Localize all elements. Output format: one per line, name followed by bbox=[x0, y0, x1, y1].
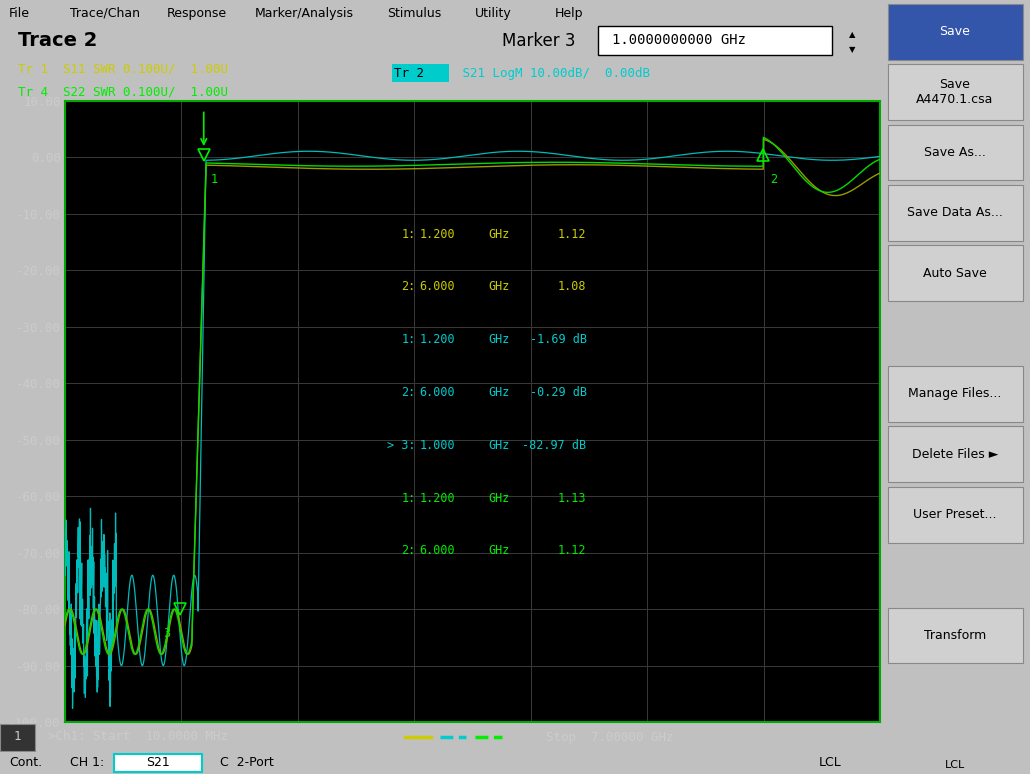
Text: Transform: Transform bbox=[924, 629, 986, 642]
Text: Tr 4  S22 SWR 0.100U/  1.00U: Tr 4 S22 SWR 0.100U/ 1.00U bbox=[18, 85, 228, 98]
Text: GHz: GHz bbox=[489, 280, 510, 293]
Bar bbox=[888, 487, 1023, 543]
Text: 1:: 1: bbox=[402, 228, 415, 241]
Text: C  2-Port: C 2-Port bbox=[220, 756, 274, 769]
Text: 1: 1 bbox=[13, 731, 22, 744]
Text: Tr 1  S11 SWR 0.100U/  1.00U: Tr 1 S11 SWR 0.100U/ 1.00U bbox=[18, 63, 228, 76]
Bar bbox=[888, 185, 1023, 241]
Text: User Preset...: User Preset... bbox=[914, 509, 997, 521]
Text: 1.200: 1.200 bbox=[419, 228, 455, 241]
Text: 1.08: 1.08 bbox=[558, 280, 587, 293]
Text: 6.000: 6.000 bbox=[419, 386, 455, 399]
Text: Save
A4470.1.csa: Save A4470.1.csa bbox=[917, 78, 994, 106]
FancyBboxPatch shape bbox=[598, 26, 831, 55]
Text: 1.200: 1.200 bbox=[419, 491, 455, 505]
Text: ▲: ▲ bbox=[849, 30, 856, 39]
Bar bbox=[888, 245, 1023, 301]
Text: 1.12: 1.12 bbox=[558, 544, 587, 557]
Text: GHz: GHz bbox=[489, 386, 510, 399]
Text: S21 LogM 10.00dB/  0.00dB: S21 LogM 10.00dB/ 0.00dB bbox=[455, 67, 650, 80]
Text: -0.29 dB: -0.29 dB bbox=[529, 386, 587, 399]
Text: 6.000: 6.000 bbox=[419, 280, 455, 293]
Text: Marker/Analysis: Marker/Analysis bbox=[255, 7, 354, 19]
Text: 6.000: 6.000 bbox=[419, 544, 455, 557]
Bar bbox=[391, 64, 449, 82]
Text: Tr 2: Tr 2 bbox=[394, 67, 424, 80]
Text: 1.13: 1.13 bbox=[558, 491, 587, 505]
Text: 1:: 1: bbox=[402, 491, 415, 505]
Text: 1.200: 1.200 bbox=[419, 333, 455, 346]
Text: 1.12: 1.12 bbox=[558, 228, 587, 241]
Text: S21: S21 bbox=[146, 756, 170, 769]
Text: Manage Files...: Manage Files... bbox=[908, 388, 1002, 400]
Text: 1: 1 bbox=[211, 173, 218, 186]
Text: Response: Response bbox=[167, 7, 228, 19]
Text: Save Data As...: Save Data As... bbox=[907, 207, 1003, 219]
Text: 1:: 1: bbox=[402, 333, 415, 346]
Text: Utility: Utility bbox=[475, 7, 512, 19]
Text: Cont.: Cont. bbox=[9, 756, 42, 769]
Text: -82.97 dB: -82.97 dB bbox=[522, 439, 587, 452]
Text: CH 1:: CH 1: bbox=[70, 756, 105, 769]
Text: Trace/Chan: Trace/Chan bbox=[70, 7, 140, 19]
Text: -1.69 dB: -1.69 dB bbox=[529, 333, 587, 346]
Text: > 3:: > 3: bbox=[387, 439, 415, 452]
Bar bbox=[888, 366, 1023, 422]
Bar bbox=[888, 4, 1023, 60]
Text: Save As...: Save As... bbox=[924, 146, 986, 159]
Bar bbox=[0, 724, 35, 751]
Bar bbox=[888, 608, 1023, 663]
Bar bbox=[888, 64, 1023, 120]
Text: LCL: LCL bbox=[819, 756, 842, 769]
Text: 2:: 2: bbox=[402, 280, 415, 293]
Text: >Ch1: Start  10.0000 MHz: >Ch1: Start 10.0000 MHz bbox=[48, 731, 229, 744]
Bar bbox=[888, 125, 1023, 180]
Text: GHz: GHz bbox=[489, 544, 510, 557]
Text: Delete Files ►: Delete Files ► bbox=[912, 448, 998, 461]
Text: Stimulus: Stimulus bbox=[387, 7, 442, 19]
Text: Marker 3: Marker 3 bbox=[502, 32, 575, 50]
Text: 1.000: 1.000 bbox=[419, 439, 455, 452]
Text: GHz: GHz bbox=[489, 333, 510, 346]
Text: 1.0000000000 GHz: 1.0000000000 GHz bbox=[612, 33, 746, 47]
Text: 2: 2 bbox=[770, 173, 778, 186]
Text: Help: Help bbox=[554, 7, 583, 19]
Text: 3: 3 bbox=[163, 627, 170, 640]
Text: 2:: 2: bbox=[402, 386, 415, 399]
Text: Stop  7.00000 GHz: Stop 7.00000 GHz bbox=[546, 731, 673, 744]
Text: File: File bbox=[9, 7, 30, 19]
Text: Trace 2: Trace 2 bbox=[18, 31, 97, 50]
Text: GHz: GHz bbox=[489, 491, 510, 505]
Bar bbox=[114, 754, 203, 772]
Text: Auto Save: Auto Save bbox=[923, 267, 987, 279]
Text: LCL: LCL bbox=[945, 760, 965, 770]
Text: ▼: ▼ bbox=[849, 45, 856, 54]
Text: GHz: GHz bbox=[489, 439, 510, 452]
Text: GHz: GHz bbox=[489, 228, 510, 241]
Text: Save: Save bbox=[939, 26, 970, 38]
Bar bbox=[888, 426, 1023, 482]
Text: 2:: 2: bbox=[402, 544, 415, 557]
